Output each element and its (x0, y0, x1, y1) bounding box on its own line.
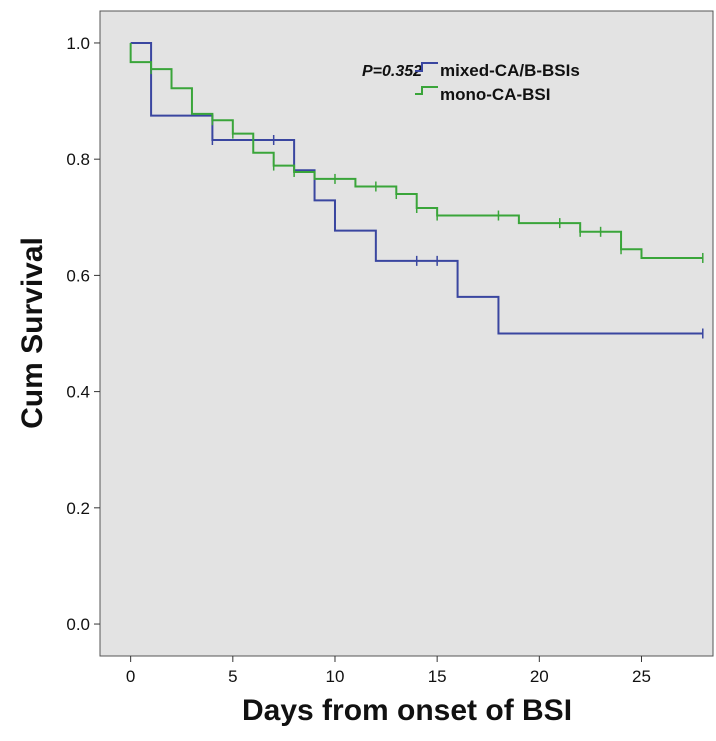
p-value-annotation: P=0.352 (362, 63, 422, 80)
legend-swatch-mixed (415, 62, 438, 72)
x-tick-label: 25 (632, 667, 651, 686)
y-tick-label: 0.6 (66, 266, 90, 285)
y-tick-label: 0.2 (66, 499, 90, 518)
y-tick-label: 1.0 (66, 34, 90, 53)
series-line-mono (129, 42, 703, 259)
x-tick-label: 10 (326, 667, 345, 686)
y-tick-label: 0.8 (66, 150, 90, 169)
legend-label-mixed: mixed-CA/B-BSIs (440, 61, 580, 80)
x-axis: 0 5 10 15 20 25 (126, 656, 651, 686)
series-line-mixed (130, 41, 703, 335)
x-tick-label: 5 (228, 667, 237, 686)
legend-label-mono: mono-CA-BSI (440, 85, 550, 104)
y-axis: 0.0 0.2 0.4 0.6 0.8 1.0 (66, 34, 100, 634)
y-tick-label: 0.0 (66, 615, 90, 634)
x-axis-title: Days from onset of BSI (242, 694, 572, 727)
legend: mixed-CA/B-BSIs mono-CA-BSI (415, 61, 580, 104)
legend-swatch-mono (415, 86, 438, 95)
y-tick-label: 0.4 (66, 383, 90, 402)
x-tick-label: 20 (530, 667, 549, 686)
series-layer (129, 41, 704, 339)
x-tick-label: 15 (428, 667, 447, 686)
y-axis-title: Cum Survival (16, 237, 49, 429)
x-tick-label: 0 (126, 667, 135, 686)
